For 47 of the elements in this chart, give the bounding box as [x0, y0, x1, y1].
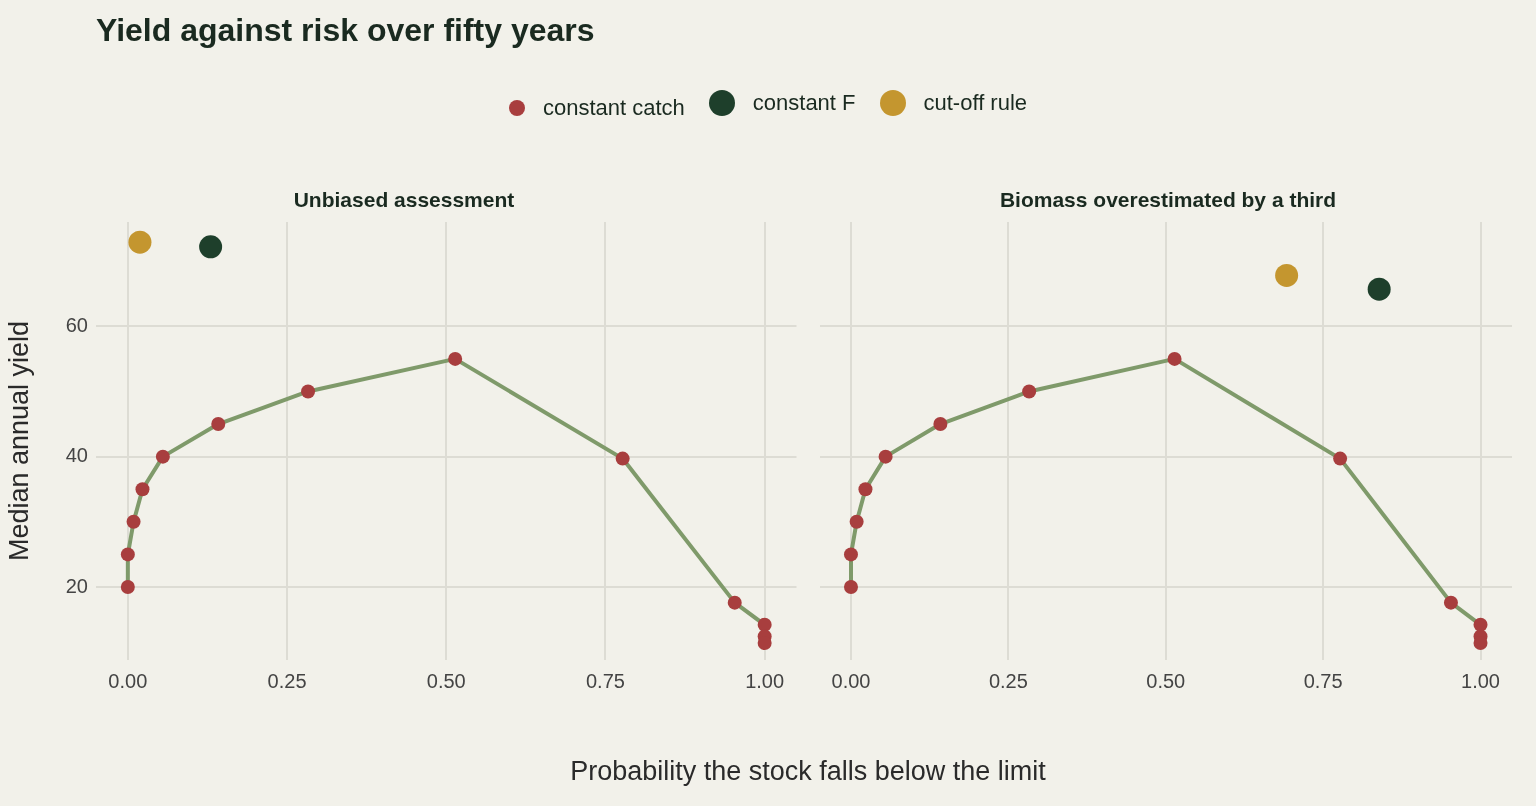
point	[1275, 263, 1299, 287]
y-tick-label: 20	[65, 574, 88, 597]
x-axis-title: Probability the stock falls below the limit	[569, 756, 1047, 787]
point	[849, 514, 864, 529]
x-tick-label: 1.00	[745, 669, 785, 692]
point	[1022, 384, 1037, 399]
legend-label: cut-off rule	[923, 90, 1028, 116]
y-axis-title: Median annual yield	[3, 320, 34, 562]
point	[126, 514, 141, 529]
y-tick-label: 40	[65, 444, 88, 467]
point	[120, 547, 135, 562]
x-tick-label: 0.00	[831, 669, 871, 692]
x-tick-label: 1.00	[1461, 669, 1500, 692]
point	[1443, 595, 1458, 610]
point	[933, 417, 948, 432]
point	[1333, 451, 1348, 466]
point	[155, 449, 170, 464]
point	[878, 449, 893, 464]
chart-subtitle: Biomass overestimated by a third	[998, 188, 1338, 212]
point	[199, 235, 223, 259]
x-tick-label: 0.50	[426, 669, 466, 692]
x-tick-label: 0.50	[1146, 669, 1186, 692]
point	[843, 580, 858, 594]
point	[843, 547, 858, 562]
x-tick-label: 0.25	[988, 669, 1028, 692]
chart-title: Yield against risk over fifty years	[96, 12, 595, 49]
point	[1367, 277, 1391, 301]
x-tick-label: 0.75	[585, 669, 625, 692]
point	[128, 230, 152, 254]
legend-label: constant F	[752, 90, 856, 116]
point	[448, 351, 463, 366]
point	[615, 451, 630, 466]
legend-label: constant catch	[542, 95, 685, 121]
point	[1473, 617, 1488, 632]
x-tick-label: 0.75	[1303, 669, 1343, 692]
point	[757, 617, 772, 632]
point	[301, 384, 316, 399]
point	[211, 417, 226, 432]
chart-subtitle: Unbiased assessment	[292, 188, 516, 212]
point	[120, 580, 135, 594]
point	[727, 595, 742, 610]
y-tick-label: 60	[65, 313, 88, 336]
point	[1167, 351, 1182, 366]
x-tick-label: 0.25	[267, 669, 307, 692]
point	[858, 482, 873, 497]
point	[135, 482, 150, 497]
x-tick-label: 0.00	[108, 669, 148, 692]
